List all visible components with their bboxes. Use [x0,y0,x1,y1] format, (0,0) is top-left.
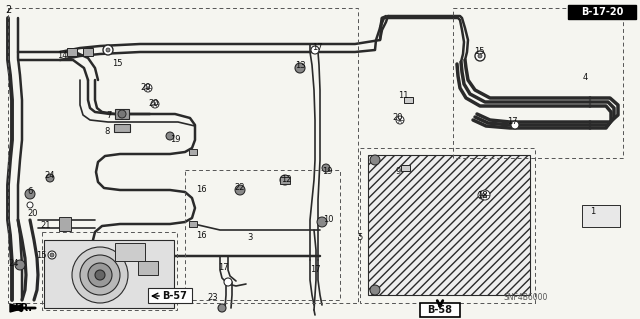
Text: 21: 21 [40,221,51,231]
Circle shape [151,100,159,108]
Bar [59,217,71,231]
Circle shape [144,84,152,92]
Text: 23: 23 [207,293,218,302]
Circle shape [478,191,486,199]
Circle shape [235,185,245,195]
Circle shape [480,190,490,200]
Text: 18: 18 [477,190,488,199]
Circle shape [15,260,25,270]
Bar [44,240,174,308]
Text: 17: 17 [218,263,228,271]
Text: 15: 15 [112,60,122,69]
Text: 22: 22 [234,182,244,191]
Circle shape [95,270,105,280]
Text: 13: 13 [295,61,306,70]
Text: 20: 20 [148,100,159,108]
Circle shape [103,45,113,55]
Bar [114,124,130,132]
Text: 6: 6 [27,188,33,197]
Bar [368,155,530,295]
Circle shape [50,253,54,257]
Circle shape [88,263,112,287]
Circle shape [322,164,330,172]
Text: 24: 24 [44,172,54,181]
Text: 5: 5 [357,234,362,242]
Text: 9: 9 [396,167,401,176]
Text: 11: 11 [398,92,408,100]
Text: 1: 1 [590,207,595,217]
Circle shape [27,202,33,208]
Circle shape [106,48,110,52]
Bar [8,8,358,303]
Text: 16: 16 [196,186,207,195]
Circle shape [370,155,380,165]
Circle shape [224,278,232,286]
Circle shape [280,175,290,185]
Text: 14: 14 [57,51,67,61]
Text: FR.: FR. [14,303,32,313]
Text: 20: 20 [392,114,403,122]
Text: 2: 2 [5,5,12,15]
Circle shape [166,132,174,140]
Text: 19: 19 [170,136,180,145]
Text: 19: 19 [322,167,333,176]
Text: 16: 16 [196,231,207,240]
Bar [360,148,535,303]
Text: 12: 12 [281,175,291,184]
Circle shape [46,174,54,182]
Text: B-17-20: B-17-20 [581,7,623,17]
Text: 17: 17 [312,43,323,53]
Text: 7: 7 [106,110,111,120]
Bar [115,109,129,119]
Bar [67,48,77,56]
Bar [115,243,145,261]
Bar [403,97,413,103]
Bar [568,5,636,19]
Circle shape [511,121,519,129]
Text: 10: 10 [323,214,333,224]
Text: 3: 3 [247,234,252,242]
Circle shape [48,251,56,259]
Polygon shape [10,304,25,312]
Circle shape [370,285,380,295]
Text: 20: 20 [140,84,150,93]
Circle shape [72,247,128,303]
Circle shape [311,46,319,54]
Text: 15: 15 [36,250,47,259]
Bar [42,232,177,310]
Text: 17: 17 [310,265,321,275]
Text: 8: 8 [104,127,109,136]
Circle shape [25,189,35,199]
Text: 4: 4 [583,73,588,83]
Circle shape [80,255,120,295]
Bar [83,48,93,56]
Bar [582,205,620,227]
Bar [401,165,410,171]
Circle shape [218,304,226,312]
Text: SNF4B6000: SNF4B6000 [503,293,547,302]
Bar [453,8,623,158]
Circle shape [475,51,485,61]
Bar [189,221,197,227]
Bar [185,170,340,300]
Bar [280,176,290,183]
Text: B-58: B-58 [428,305,452,315]
Text: 24: 24 [8,259,19,269]
Bar [420,303,460,317]
Bar [138,261,158,275]
Text: 15: 15 [474,48,484,56]
Bar [148,288,192,303]
Text: 17: 17 [507,117,518,127]
Circle shape [118,110,126,118]
Text: 20: 20 [27,209,38,218]
Circle shape [396,116,404,124]
Circle shape [317,217,327,227]
Text: B-57: B-57 [162,291,187,301]
Circle shape [478,54,482,58]
Bar [189,149,197,155]
Circle shape [295,63,305,73]
